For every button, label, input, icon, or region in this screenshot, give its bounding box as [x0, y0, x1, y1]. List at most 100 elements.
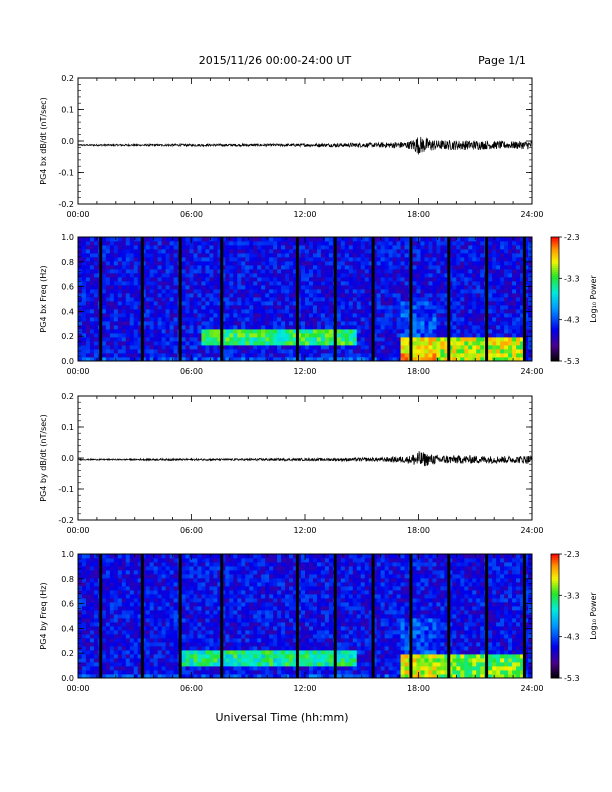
spectrogram-cell: [205, 269, 210, 274]
spectrogram-cell: [344, 333, 350, 338]
spectrogram-cell: [193, 281, 198, 286]
spectrogram-cell: [320, 261, 326, 266]
spectrogram-cell: [85, 622, 91, 627]
spectrogram-cell: [109, 654, 115, 659]
spectrogram-cell: [320, 353, 326, 358]
spectrogram-cell: [488, 241, 493, 246]
spectrogram-cell: [129, 321, 135, 326]
plot-frame: [77, 77, 533, 205]
spectrogram-cell: [145, 666, 151, 671]
spectrogram-cell: [265, 333, 270, 338]
spectrogram-cell: [85, 237, 91, 242]
spectrogram-cell: [101, 566, 107, 571]
spectrogram-cell: [472, 289, 477, 294]
spectrogram-cell: [396, 265, 401, 270]
spectrogram-cell: [93, 582, 99, 587]
spectrogram-cell: [213, 257, 218, 262]
spectrogram-cell: [512, 253, 517, 258]
spectrogram-cell: [133, 642, 139, 647]
spectrogram-cell: [388, 253, 394, 258]
spectrogram-cell: [265, 325, 270, 330]
spectrogram-cell: [221, 337, 226, 342]
spectrogram-cell: [392, 357, 397, 362]
spectrogram-cell: [297, 277, 302, 282]
spectrogram-cell: [93, 554, 99, 559]
spectrogram-cell: [173, 674, 178, 679]
spectrogram-cell: [81, 265, 87, 270]
spectrogram-cell: [305, 337, 310, 342]
spectrogram-cell: [312, 261, 318, 266]
spectrogram-cell: [189, 349, 194, 354]
spectrogram-cell: [149, 606, 155, 611]
spectrogram-cell: [281, 293, 286, 298]
spectrogram-cell: [432, 261, 437, 266]
spectrogram-cell: [344, 273, 350, 278]
spectrogram-cell: [261, 289, 266, 294]
spectrogram-cell: [165, 245, 170, 250]
spectrogram-cell: [141, 245, 147, 250]
spectrogram-cell: [265, 309, 270, 314]
spectrogram-cell: [181, 349, 186, 354]
spectrogram-cell: [197, 606, 202, 611]
spectrogram-cell: [285, 309, 290, 314]
spectrogram-cell: [197, 305, 202, 310]
spectrogram-cell: [245, 289, 250, 294]
spectrogram-cell: [245, 261, 250, 266]
spectrogram-cell: [193, 249, 198, 254]
spectrogram-cell: [145, 638, 151, 643]
spectrogram-cell: [432, 285, 437, 290]
spectrogram-cell: [121, 562, 127, 567]
spectrogram-cell: [121, 281, 127, 286]
spectrogram-cell: [101, 622, 107, 627]
spectrogram-cell: [352, 253, 358, 258]
spectrogram-cell: [217, 353, 222, 358]
spectrogram-cell: [197, 650, 202, 655]
spectrogram-cell: [181, 273, 186, 278]
spectrogram-cell: [137, 297, 143, 302]
spectrogram-cell: [201, 285, 206, 290]
spectrogram-cell: [360, 249, 366, 254]
spectrogram-cell: [145, 349, 151, 354]
spectrogram-cell: [153, 670, 159, 675]
spectrogram-cell: [388, 333, 394, 338]
spectrogram-cell: [500, 349, 505, 354]
spectrogram-cell: [81, 650, 87, 655]
spectrogram-cell: [229, 309, 234, 314]
spectrogram-cell: [181, 305, 186, 310]
spectrogram-cell: [352, 357, 358, 362]
spectrogram-cell: [368, 285, 374, 290]
spectrogram-cell: [508, 317, 513, 322]
spectrogram-cell: [404, 261, 409, 266]
spectrogram-cell: [476, 237, 481, 242]
spectrogram-cell: [289, 269, 294, 274]
spectrogram-cell: [456, 341, 461, 346]
spectrogram-cell: [78, 281, 83, 286]
spectrogram-cell: [233, 345, 238, 350]
spectrogram-cell: [109, 277, 115, 282]
spectrogram-cell: [185, 293, 190, 298]
spectrogram-cell: [133, 241, 139, 246]
spectrogram-cell: [241, 293, 246, 298]
spectrogram-cell: [137, 329, 143, 334]
spectrogram-cell: [189, 654, 194, 659]
colorbar-segment: [551, 336, 559, 339]
spectrogram-cell: [129, 353, 135, 358]
spectrogram-cell: [476, 245, 481, 250]
spectrogram-cell: [165, 293, 170, 298]
spectrogram-cell: [249, 269, 254, 274]
spectrogram-cell: [436, 353, 441, 358]
spectrogram-cell: [456, 337, 461, 342]
spectrogram-cell: [460, 241, 465, 246]
spectrogram-cell: [125, 337, 131, 342]
spectrogram-cell: [157, 618, 163, 623]
spectrogram-cell: [340, 245, 346, 250]
colorbar-segment: [551, 352, 559, 356]
colorbar-segment: [551, 303, 559, 306]
spectrogram-cell: [452, 269, 457, 274]
spectrogram-cell: [468, 237, 473, 242]
spectrogram-cell: [93, 618, 99, 623]
spectrogram-cell: [380, 273, 386, 278]
spectrogram-cell: [129, 646, 135, 651]
spectrogram-cell: [468, 289, 473, 294]
spectrogram-cell: [181, 341, 186, 346]
